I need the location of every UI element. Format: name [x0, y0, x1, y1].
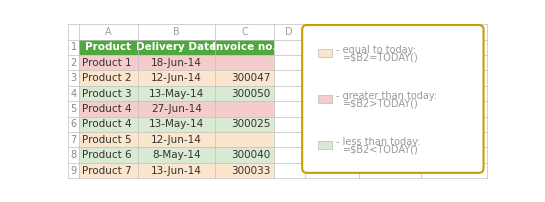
Bar [79, 70, 274, 86]
Text: 7: 7 [70, 135, 77, 145]
Text: Product: Product [86, 42, 131, 52]
Text: - less than today:: - less than today: [336, 137, 420, 147]
Text: A: A [105, 27, 112, 37]
Text: G: G [450, 27, 457, 37]
FancyBboxPatch shape [302, 25, 483, 173]
Text: B: B [173, 27, 180, 37]
Text: Product 7: Product 7 [82, 166, 132, 176]
Text: Product 4: Product 4 [82, 104, 132, 114]
Text: 4: 4 [70, 88, 77, 99]
Bar [79, 132, 274, 147]
Text: Product 6: Product 6 [82, 150, 132, 160]
Text: Product 2: Product 2 [82, 73, 132, 83]
Text: 27-Jun-14: 27-Jun-14 [151, 104, 202, 114]
Text: Product 1: Product 1 [82, 58, 132, 68]
Bar [318, 141, 331, 149]
Text: 300025: 300025 [231, 119, 270, 129]
Text: F: F [387, 27, 392, 37]
Bar [79, 40, 274, 55]
Bar [318, 95, 331, 103]
Text: C: C [241, 27, 248, 37]
Text: =$B2>TODAY(): =$B2>TODAY() [343, 99, 419, 108]
Text: 300033: 300033 [231, 166, 270, 176]
Text: 12-Jun-14: 12-Jun-14 [151, 135, 202, 145]
Bar [79, 147, 274, 163]
Text: 18-Jun-14: 18-Jun-14 [151, 58, 202, 68]
Text: 8-May-14: 8-May-14 [152, 150, 201, 160]
Text: - equal to today:: - equal to today: [336, 45, 415, 55]
Text: Delivery Date: Delivery Date [136, 42, 217, 52]
Text: Product 4: Product 4 [82, 119, 132, 129]
Text: Product 5: Product 5 [82, 135, 132, 145]
Text: 8: 8 [70, 150, 77, 160]
Bar [318, 49, 331, 57]
Text: 6: 6 [70, 119, 77, 129]
Text: 13-May-14: 13-May-14 [149, 119, 204, 129]
Text: - greater than today:: - greater than today: [336, 91, 437, 101]
Text: 300047: 300047 [231, 73, 270, 83]
Text: 2: 2 [70, 58, 77, 68]
Text: D: D [285, 27, 293, 37]
Text: 9: 9 [70, 166, 77, 176]
Text: 12-Jun-14: 12-Jun-14 [151, 73, 202, 83]
Text: 1: 1 [70, 42, 77, 52]
Text: 300040: 300040 [231, 150, 270, 160]
Bar [79, 86, 274, 101]
Bar [79, 163, 274, 178]
Text: 13-May-14: 13-May-14 [149, 88, 204, 99]
Bar [79, 55, 274, 70]
Text: 5: 5 [70, 104, 77, 114]
Bar [79, 117, 274, 132]
Text: E: E [329, 27, 335, 37]
Text: Invoice no.: Invoice no. [212, 42, 277, 52]
Text: 3: 3 [70, 73, 77, 83]
Bar [79, 101, 274, 117]
Text: Product 3: Product 3 [82, 88, 132, 99]
Text: =$B2<TODAY(): =$B2<TODAY() [343, 145, 419, 155]
Text: 13-Jun-14: 13-Jun-14 [151, 166, 202, 176]
Text: 300050: 300050 [231, 88, 270, 99]
Text: =$B2=TODAY(): =$B2=TODAY() [343, 52, 419, 62]
